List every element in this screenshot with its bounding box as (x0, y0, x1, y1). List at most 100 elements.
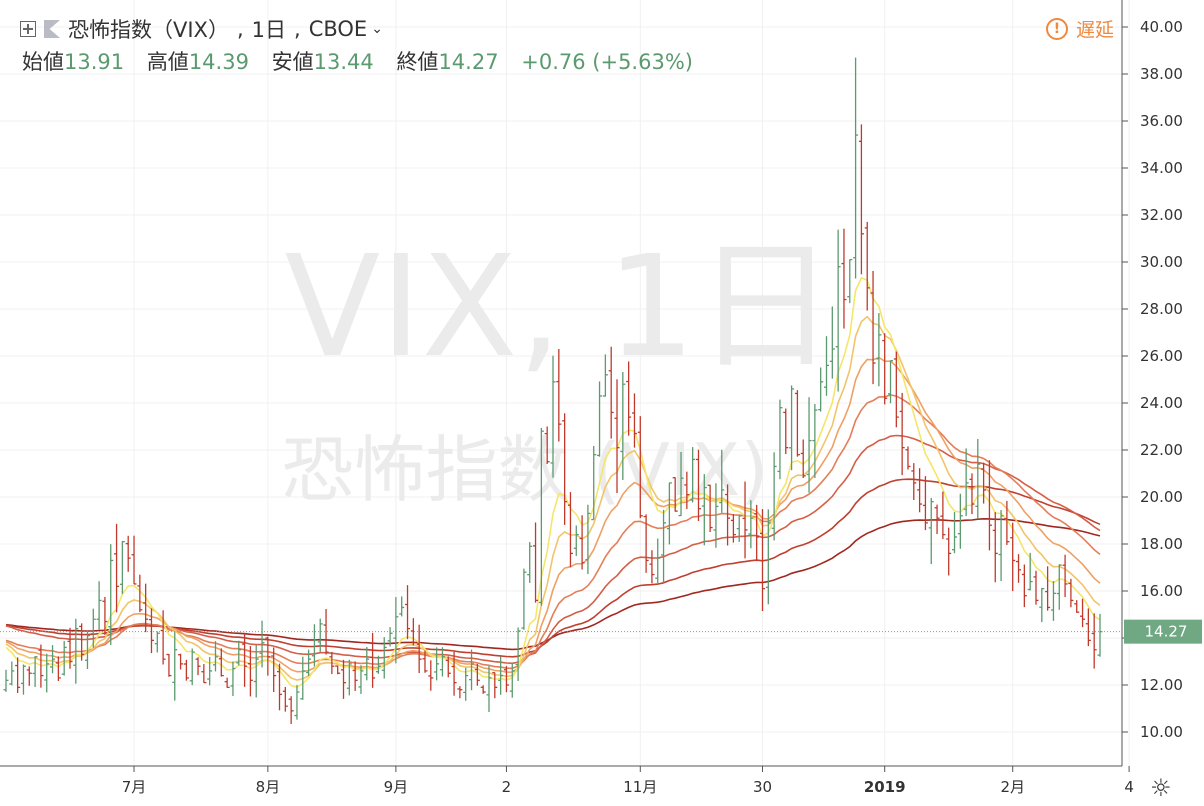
ohlc-bar (585, 504, 591, 575)
ohlc-bar (370, 632, 376, 688)
ohlc-bar (812, 404, 818, 479)
ohlc-bar (649, 550, 655, 584)
y-tick-label: 36.00 (1140, 112, 1183, 130)
ohlc-bar (143, 583, 149, 633)
y-tick-label: 38.00 (1140, 65, 1183, 83)
ohlc-bar (515, 627, 521, 682)
ohlc-bar (608, 346, 614, 439)
chart-watermark: VIX, 1日 恐怖指数 (VIX) (282, 226, 836, 512)
ohlc-bar (509, 662, 515, 698)
ohlc-bar (911, 463, 917, 501)
ohlc-bars (3, 57, 1103, 724)
ohlc-bar (986, 460, 992, 551)
ohlc-bar (480, 685, 486, 694)
time-axis[interactable]: 7月 8月 9月 2 11月 30 2019 2月 4 (122, 766, 1134, 796)
ohlc-bar (445, 656, 451, 678)
ohlc-bar (1021, 564, 1027, 608)
ohlc-bar (981, 462, 987, 504)
ohlc-bar (236, 640, 242, 666)
ohlc-bar (643, 514, 649, 573)
ohlc-bar (591, 445, 597, 521)
settings-gear-icon[interactable]: ☼ (1150, 774, 1172, 802)
ohlc-bar (946, 527, 952, 576)
ohlc-bar (84, 630, 90, 669)
y-tick-label: 10.00 (1140, 723, 1183, 741)
price-axis[interactable]: 10.0012.0014.0016.0018.0020.0022.0024.00… (1122, 18, 1183, 741)
ohlc-bar (992, 512, 998, 583)
ohlc-bar (15, 657, 21, 694)
ohlc-bar (300, 656, 306, 700)
ema-line (5, 356, 1101, 674)
ohlc-bar (492, 672, 498, 699)
ohlc-bar (451, 651, 457, 696)
ohlc-bar (201, 664, 207, 684)
ohlc-bar (137, 574, 143, 613)
y-tick-label: 28.00 (1140, 300, 1183, 318)
ohlc-bar (335, 665, 341, 675)
ohlc-bar (893, 351, 899, 428)
ohlc-bar (352, 661, 358, 691)
ema-line (5, 394, 1101, 670)
interval-label: 1日 (251, 18, 287, 42)
ohlc-bar (1004, 500, 1010, 545)
ohlc-bar (364, 647, 370, 681)
ohlc-bar (666, 482, 672, 545)
ohlc-bar (730, 513, 736, 543)
ohlc-bar (434, 647, 440, 681)
open-value: 13.91 (64, 50, 125, 74)
ohlc-bar (695, 449, 701, 521)
ohlc-bar (1056, 564, 1062, 610)
low-value: 13.44 (313, 50, 374, 74)
x-tick-label: 9月 (384, 778, 409, 796)
chevron-down-icon[interactable]: ⌄ (371, 21, 383, 37)
ohlc-bar (178, 653, 184, 670)
ohlc-bar (422, 650, 428, 673)
ohlc-bar (841, 228, 847, 329)
ohlc-bar (719, 449, 725, 513)
ohlc-bar (486, 665, 492, 713)
ohlc-bar (375, 655, 381, 674)
ohlc-bar (1062, 554, 1068, 598)
ohlc-bar (748, 500, 754, 549)
ohlc-bar (789, 385, 795, 471)
ohlc-bar (119, 540, 125, 594)
y-tick-label: 22.00 (1140, 441, 1183, 459)
ohlc-bar (631, 393, 637, 448)
last-price-label: 14.27 (1124, 619, 1202, 644)
ohlc-bar (940, 491, 946, 540)
ohlc-bar (61, 641, 67, 676)
symbol-header[interactable]: 恐怖指数（VIX）, 1日, CBOE ⌄ (20, 14, 383, 44)
watermark-symbol: VIX, 1日 (284, 226, 835, 389)
ohlc-bar (1097, 613, 1103, 657)
ohlc-bar (463, 667, 469, 701)
ohlc-bar (847, 258, 853, 304)
ohlc-bar (341, 659, 347, 699)
x-tick-label: 11月 (623, 778, 657, 796)
flag-icon[interactable] (44, 20, 60, 38)
ema-line (5, 315, 1101, 681)
ohlc-bar (50, 645, 56, 674)
ohlc-bar (32, 656, 38, 687)
delay-indicator[interactable]: ! 遅延 (1046, 15, 1114, 42)
ohlc-bar (701, 474, 707, 546)
ohlc-bar (195, 657, 201, 676)
ohlc-bar (538, 428, 544, 606)
ohlc-bar (399, 596, 405, 617)
ohlc-bar (323, 609, 329, 655)
ohlc-bar (678, 452, 684, 517)
ohlc-bar (1016, 554, 1022, 583)
ohlc-readout: 始値13.91 高値14.39 安値13.44 終値14.27 +0.76 (+… (22, 46, 693, 76)
ohlc-bar (765, 509, 771, 605)
ohlc-bar (457, 686, 463, 699)
ohlc-bar (794, 390, 800, 457)
y-tick-label: 34.00 (1140, 159, 1183, 177)
ohlc-bar (777, 399, 783, 480)
ohlc-bar (975, 438, 981, 520)
delay-label: 遅延 (1076, 19, 1115, 41)
ohlc-bar (818, 367, 824, 412)
ohlc-bar (655, 538, 661, 584)
ohlc-bar (381, 637, 387, 679)
ohlc-bar (317, 618, 323, 652)
expand-icon[interactable] (20, 21, 36, 37)
